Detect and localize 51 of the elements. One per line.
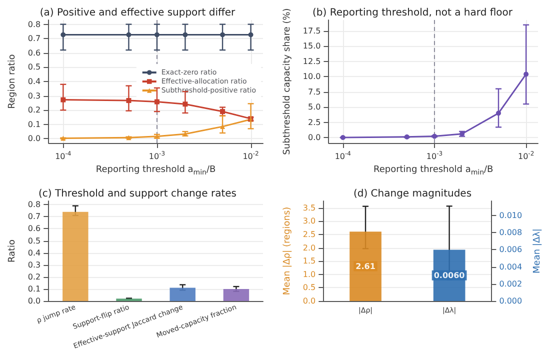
y-tick-label: 2.5 — [308, 118, 321, 127]
data-label: 0.0060 — [434, 270, 466, 280]
y-tick-label: 0.0 — [28, 134, 41, 144]
y2-tick-label: 0.010 — [499, 211, 522, 220]
y-tick-label: 0.0 — [308, 133, 321, 142]
y-tick-label: 0.5 — [28, 236, 41, 246]
y-tick-label: 0.4 — [28, 77, 41, 86]
y-tick-label: 0.3 — [28, 91, 41, 100]
y2-tick-label: 0.006 — [499, 245, 522, 254]
y-tick-label: 17.5 — [302, 26, 321, 36]
y-tick-label: 0.1 — [28, 120, 41, 129]
y-tick-label: 0.5 — [28, 62, 41, 72]
y-tick-label: 0.8 — [28, 200, 41, 210]
y-tick-label: 0.0 — [28, 296, 41, 306]
y-axis-title: Subthreshold capacity share (%) — [282, 8, 292, 155]
y-tick-label: 10.0 — [302, 72, 321, 82]
chart-title: (d) Change magnitudes — [353, 188, 472, 200]
y-tick-label: 15.0 — [302, 42, 321, 51]
y-tick-label: 0.6 — [28, 224, 41, 234]
y-tick-label: 0.3 — [28, 260, 41, 270]
chart-title: (a) Positive and effective support differ — [40, 8, 236, 18]
y-tick-label: 2.0 — [302, 243, 316, 252]
y-tick-label: 3.5 — [302, 203, 316, 212]
y2-axis-title: Mean |Δλ| — [532, 228, 542, 274]
y-axis-title: Ratio — [8, 238, 18, 263]
y-tick-label: 1.5 — [302, 256, 316, 266]
y-tick-label: 0.5 — [302, 283, 316, 292]
y-tick-label: 0.1 — [28, 284, 41, 294]
y-tick-label: 3.0 — [302, 216, 316, 226]
y-tick-label: 0.2 — [28, 106, 41, 115]
y-tick-label: 2.5 — [302, 230, 316, 240]
y-tick-label: 0.2 — [28, 272, 41, 282]
y-axis-title: Region ratio — [8, 54, 18, 109]
y-tick-label: 1.0 — [302, 270, 316, 279]
y-tick-label: 0.0 — [302, 296, 316, 306]
y-tick-label: 0.7 — [28, 34, 41, 44]
data-label: 2.61 — [356, 262, 376, 271]
chart-title: (c) Threshold and support change rates — [38, 188, 237, 200]
y-tick-label: 7.5 — [308, 87, 321, 96]
y-tick-label: 0.6 — [28, 48, 41, 58]
y-tick-label: 0.7 — [28, 212, 41, 222]
y2-tick-label: 0.004 — [499, 262, 522, 272]
y-tick-label: 12.5 — [302, 56, 321, 66]
y2-tick-label: 0.002 — [499, 279, 522, 288]
y-tick-label: 0.8 — [28, 20, 41, 29]
y-axis-title: Mean |Δρ| (regions) — [282, 206, 292, 296]
y2-tick-label: 0.008 — [499, 228, 522, 238]
y-tick-label: 0.4 — [28, 248, 41, 258]
y2-tick-label: 0.000 — [499, 296, 522, 306]
y-tick-label: 5.0 — [308, 102, 321, 112]
chart-title: (b) Reporting threshold, not a hard floor — [312, 8, 514, 18]
